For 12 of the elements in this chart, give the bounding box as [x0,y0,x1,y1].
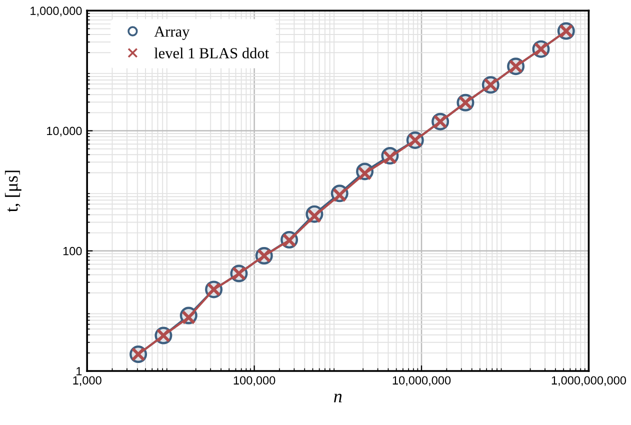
y-axis-title: t, [μs] [4,170,22,212]
x-tick-label: 10,000,000 [392,376,451,386]
x-tick-label: 1,000,000,000 [552,376,626,386]
legend-label: level 1 BLAS ddot [154,48,269,58]
y-tick-label: 100 [63,246,82,256]
legend-label: Array [154,26,190,40]
x-tick-label: 1,000 [73,376,102,386]
y-tick-label: 10,000 [47,126,82,137]
x-axis-title: n [334,394,342,402]
y-tick-label: 1 [76,367,82,376]
x-tick-label: 100,000 [234,376,276,386]
y-tick-label: 1,000,000 [30,6,82,16]
